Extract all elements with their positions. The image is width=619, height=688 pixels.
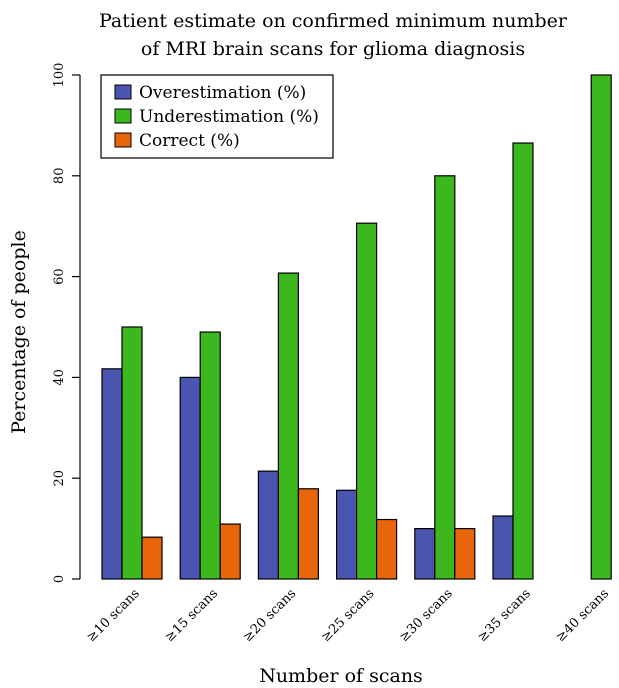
legend-label: Overestimation (%) — [139, 83, 306, 103]
x-tick-label: ≥30 scans — [397, 586, 456, 645]
legend-swatch — [114, 108, 132, 124]
legend-box — [100, 74, 334, 159]
y-tick-label: 20 — [52, 470, 67, 487]
bar-correct-4 — [454, 527, 476, 580]
x-tick-label: ≥40 scans — [553, 586, 612, 645]
y-tick-label: 0 — [52, 575, 67, 583]
x-tick-labels: ≥10 scans ≥15 scans ≥20 scans ≥25 scans ≥30 … — [84, 586, 612, 645]
bar-overestimation-4 — [414, 527, 436, 580]
x-tick-label: ≥20 scans — [240, 586, 299, 645]
bar-underestimation-0 — [121, 326, 143, 580]
x-tick-label: ≥25 scans — [319, 586, 378, 645]
bar-overestimation-2 — [257, 470, 279, 580]
y-axis-label: Percentage of people — [8, 230, 30, 434]
bar-overestimation-0 — [101, 368, 123, 580]
bar-overestimation-3 — [336, 489, 358, 580]
legend-swatch — [114, 132, 132, 148]
y-tick-label: 40 — [52, 369, 67, 386]
bar-correct-2 — [297, 488, 319, 580]
bar-overestimation-5 — [492, 515, 514, 580]
bar-underestimation-2 — [277, 272, 299, 580]
chart-title-line-1: Patient estimate on confirmed minimum nu… — [99, 10, 568, 32]
chart-title-line-2: of MRI brain scans for glioma diagnosis — [141, 38, 525, 60]
legend-label: Correct (%) — [139, 131, 240, 151]
y-tick-label: 60 — [52, 268, 67, 285]
y-tick-label: 80 — [52, 168, 67, 185]
legend-swatch — [114, 84, 132, 100]
bar-underestimation-1 — [199, 331, 221, 580]
y-tick-label: 100 — [52, 63, 67, 88]
bar-underestimation-6 — [590, 74, 612, 580]
bar-correct-1 — [219, 523, 241, 580]
bars-group — [101, 74, 612, 580]
bar-underestimation-5 — [512, 142, 534, 580]
bar-underestimation-3 — [356, 222, 378, 580]
legend: Overestimation (%) Underestimation (%) Cor… — [100, 74, 334, 159]
bar-overestimation-1 — [179, 376, 201, 580]
legend-label: Underestimation (%) — [139, 107, 319, 127]
x-axis-label: Number of scans — [259, 665, 423, 687]
bar-correct-0 — [141, 536, 163, 580]
bar-underestimation-4 — [434, 175, 456, 580]
x-tick-label: ≥35 scans — [475, 586, 534, 645]
bar-correct-3 — [376, 518, 398, 580]
y-axis: 0 20 40 60 80 100 — [52, 63, 81, 583]
x-tick-label: ≥15 scans — [162, 586, 221, 645]
x-tick-label: ≥10 scans — [84, 586, 143, 645]
